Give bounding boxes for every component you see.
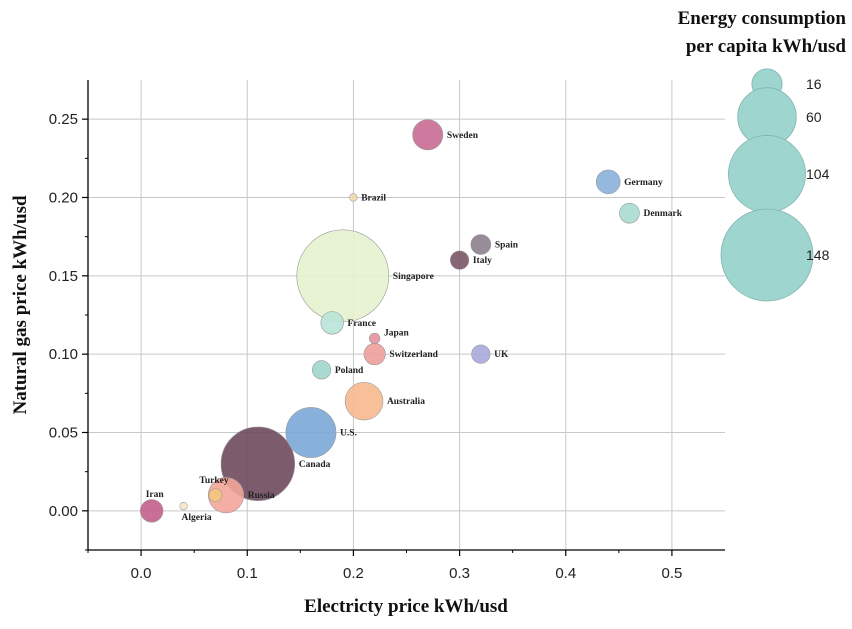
x-tick-label: 0.1	[237, 565, 258, 582]
label-algeria: Algeria	[182, 513, 212, 523]
x-axis-title: Electricty price kWh/usd	[304, 596, 508, 617]
x-tick-label: 0.4	[555, 565, 576, 582]
bubble-algeria	[179, 502, 188, 511]
bubble-switzerland	[363, 343, 386, 366]
grid-lines	[88, 80, 725, 550]
bubble-us	[285, 407, 337, 458]
legend-size-label: 148	[806, 247, 830, 263]
bubble-poland	[312, 360, 332, 380]
bubble-turkey	[208, 488, 223, 503]
size-legend: Energy consumption per capita kWh/usd 16…	[678, 8, 847, 302]
label-germany: Germany	[624, 178, 663, 188]
y-tick-label: 0.10	[49, 346, 78, 363]
legend-size-label: 104	[806, 166, 830, 182]
label-poland: Poland	[335, 366, 364, 376]
bubble-sweden	[412, 119, 444, 151]
axis-ticks: 0.0 0.1 0.2 0.3 0.4 0.5 0.00 0.05 0.10 0.15 0.20 0.…	[49, 111, 683, 582]
bubble-france	[320, 311, 344, 335]
y-tick-label: 0.05	[49, 425, 78, 442]
bubble-australia	[344, 381, 384, 421]
bubble-uk	[471, 344, 491, 364]
bubble-italy	[450, 250, 470, 270]
label-australia: Australia	[387, 397, 425, 407]
y-tick-label: 0.00	[49, 503, 78, 520]
bubble-canada	[220, 426, 296, 501]
bubble-denmark	[619, 202, 640, 224]
legend-size-label: 60	[806, 109, 822, 125]
label-singapore: Singapore	[393, 272, 434, 282]
x-tick-label: 0.2	[343, 565, 364, 582]
label-denmark: Denmark	[643, 209, 682, 219]
label-brazil: Brazil	[361, 194, 386, 204]
bubble-spain	[470, 234, 492, 255]
axes	[87, 80, 725, 551]
y-axis-title: Natural gas price kWh/usd	[10, 195, 31, 414]
legend-title-line2: per capita kWh/usd	[686, 36, 847, 57]
bubble-japan	[369, 332, 381, 345]
legend-title-line1: Energy consumption	[678, 8, 847, 29]
bubbles	[140, 119, 640, 523]
bubble-germany	[595, 169, 621, 195]
label-uk: UK	[494, 350, 509, 360]
label-us: U.S.	[340, 429, 357, 439]
x-tick-label: 0.3	[449, 565, 470, 582]
label-turkey: Turkey	[199, 476, 228, 486]
label-japan: Japan	[384, 329, 410, 339]
x-tick-label: 0.0	[131, 565, 152, 582]
label-iran: Iran	[146, 490, 165, 500]
bubble-iran	[140, 499, 164, 523]
y-tick-label: 0.15	[49, 268, 78, 285]
bubble-brazil	[349, 193, 358, 202]
label-spain: Spain	[495, 241, 519, 251]
label-canada: Canada	[299, 460, 331, 470]
label-italy: Italy	[473, 256, 492, 266]
x-tick-label: 0.5	[661, 565, 682, 582]
y-tick-label: 0.25	[49, 111, 78, 128]
label-russia: Russia	[248, 491, 275, 501]
legend-bubble	[728, 135, 806, 213]
label-switzerland: Switzerland	[389, 350, 438, 360]
bubble-singapore	[296, 229, 390, 323]
y-tick-label: 0.20	[49, 190, 78, 207]
legend-size-label: 16	[806, 76, 822, 92]
bubble-russia	[207, 477, 245, 514]
legend-bubble	[720, 208, 814, 302]
label-sweden: Sweden	[447, 131, 479, 141]
label-france: France	[348, 319, 377, 329]
